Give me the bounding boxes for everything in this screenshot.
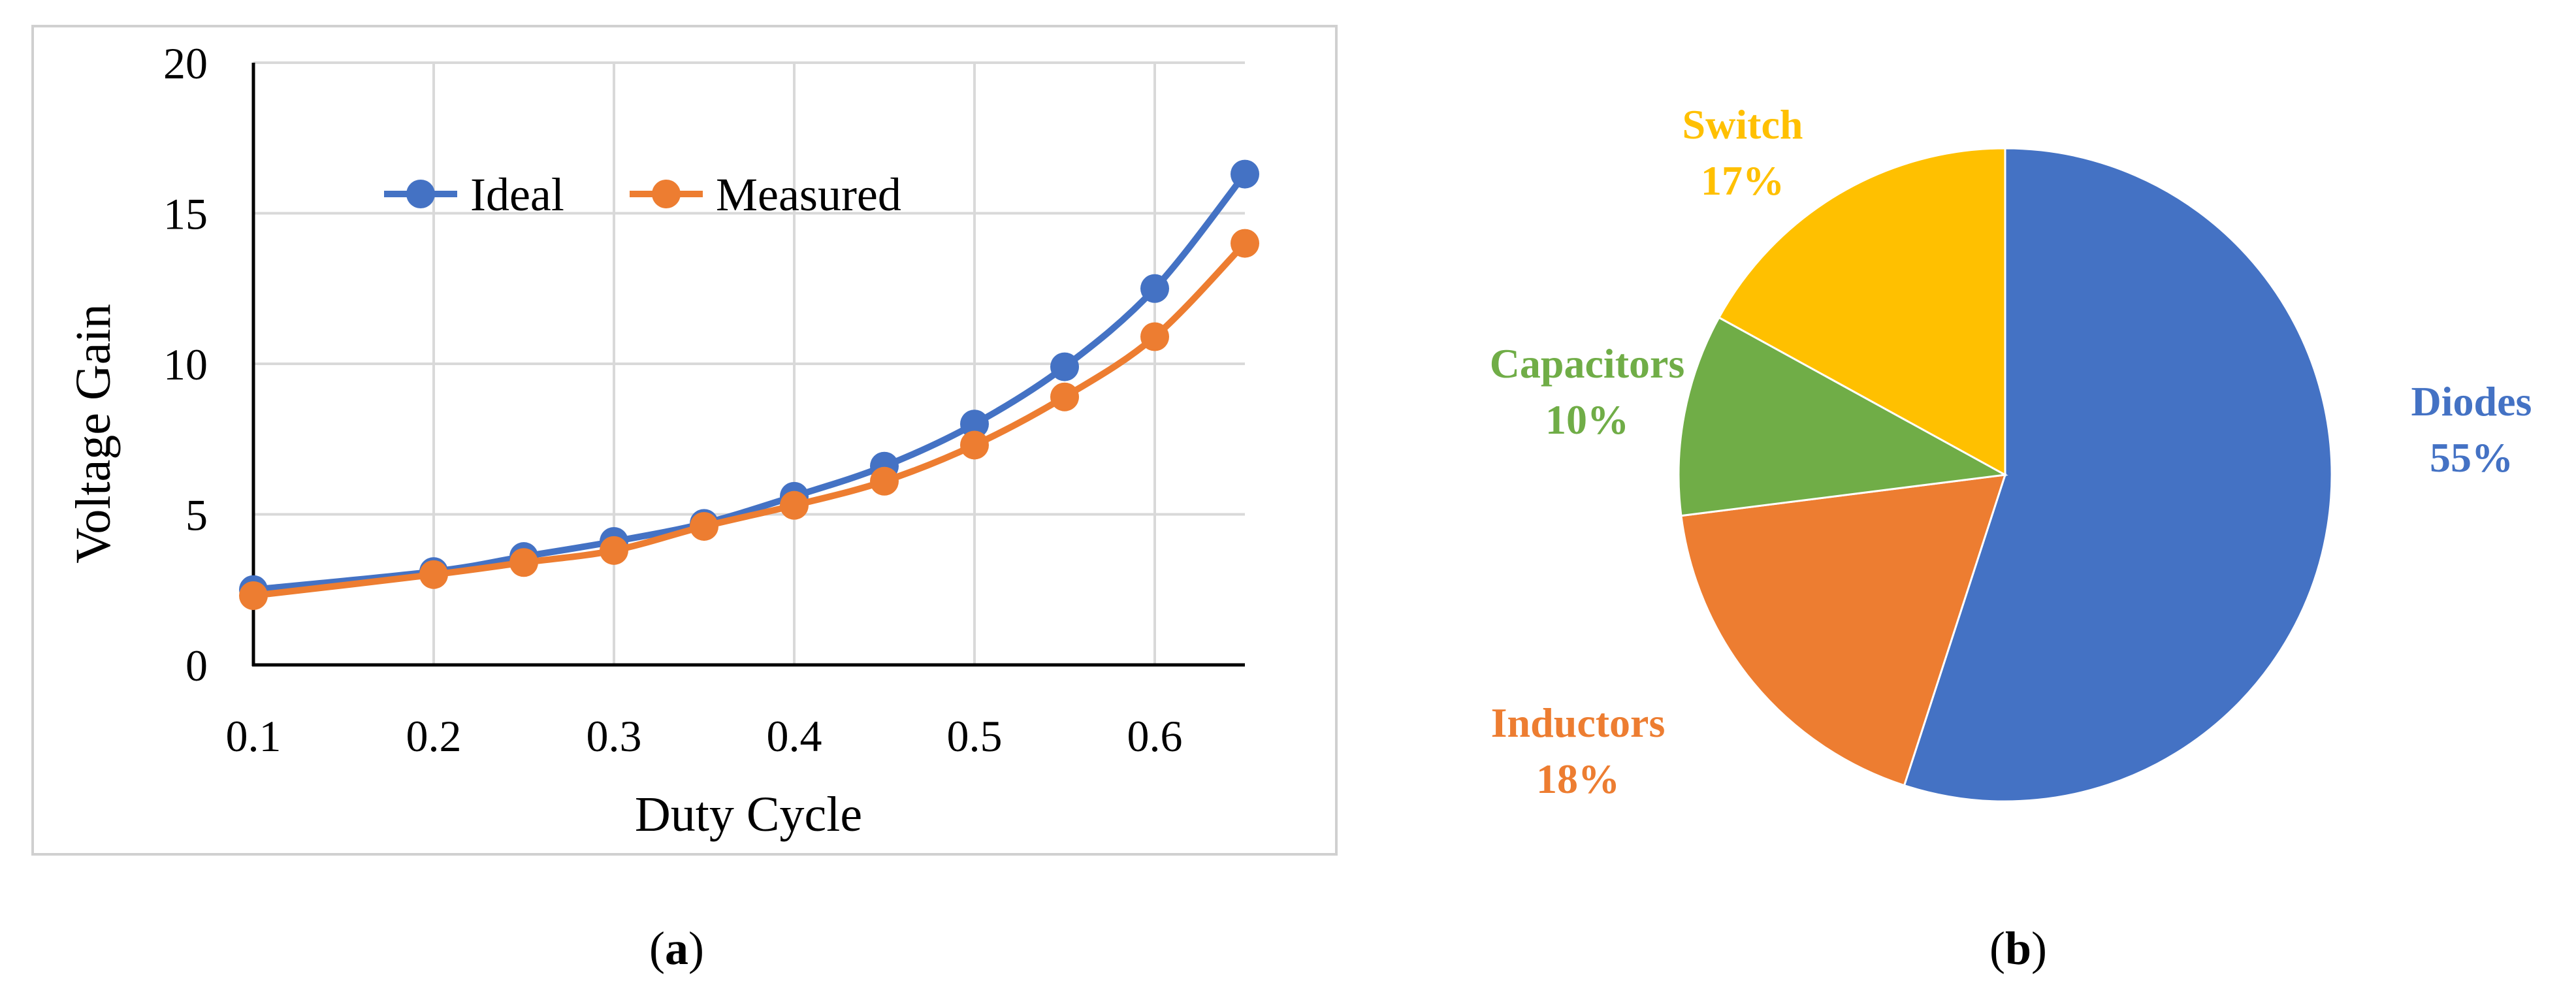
legend: Ideal Measured [384, 169, 901, 221]
pie-label-capacitors-name: Capacitors [1490, 340, 1685, 387]
pie-slice-capacitors [1677, 316, 2008, 517]
data-point-ideal [1140, 274, 1169, 303]
series-layer [239, 159, 1259, 610]
line-chart-panel: 0 5 10 15 20 0.1 0.2 0.3 0.4 0.5 0.6 Ideal Measur… [31, 25, 1338, 856]
pie-slices [1677, 147, 2333, 803]
data-point-ideal [1050, 352, 1079, 381]
legend-ideal-label: Ideal [470, 169, 564, 221]
data-point-measured [1231, 229, 1259, 258]
pie-label-inductors-name: Inductors [1491, 700, 1666, 746]
x-tick-label: 0.3 [587, 711, 642, 761]
pie-label-switch-name: Switch [1682, 101, 1803, 148]
data-point-measured [780, 491, 809, 520]
pie-slice-inductors [1680, 474, 2007, 787]
x-tick-label: 0.5 [947, 711, 1003, 761]
x-tick-label: 0.2 [406, 711, 462, 761]
caption-a-letter: a [665, 922, 688, 974]
x-tick-labels: 0.1 0.2 0.3 0.4 0.5 0.6 [226, 711, 1183, 761]
legend-measured-marker [652, 180, 681, 208]
chart-frame [31, 25, 1338, 856]
x-tick-label: 0.1 [226, 711, 282, 761]
pie-label-switch-pct: 17% [1701, 157, 1784, 204]
y-tick-label: 5 [185, 491, 208, 540]
x-tick-label: 0.6 [1127, 711, 1183, 761]
data-point-measured [239, 581, 268, 610]
pie-chart-panel: Diodes 55% Inductors 18% Capacitors 10% … [1490, 101, 2532, 803]
caption-b: (b) [1989, 922, 2047, 974]
y-tick-label: 15 [163, 189, 208, 239]
legend-ideal-marker [406, 180, 435, 208]
y-axis-title: Voltage Gain [66, 304, 121, 564]
y-tick-label: 20 [163, 39, 208, 88]
pie-label-inductors: Inductors 18% [1491, 700, 1666, 802]
data-point-ideal [960, 410, 989, 439]
pie-label-switch: Switch 17% [1682, 101, 1803, 204]
caption-a: (a) [649, 922, 704, 974]
pie-label-capacitors-pct: 10% [1545, 396, 1629, 443]
y-tick-labels: 0 5 10 15 20 [163, 39, 208, 690]
data-point-ideal [1231, 159, 1259, 189]
data-point-measured [870, 466, 899, 496]
x-axis-title: Duty Cycle [635, 787, 862, 842]
pie-slice-diodes [1903, 147, 2333, 803]
pie-label-diodes: Diodes 55% [2411, 378, 2532, 481]
data-point-measured [419, 560, 448, 589]
y-tick-label: 0 [185, 641, 208, 690]
legend-measured-label: Measured [716, 169, 901, 221]
x-tick-label: 0.4 [767, 711, 822, 761]
data-point-measured [1050, 382, 1079, 411]
data-point-measured [690, 511, 718, 541]
pie-label-inductors-pct: 18% [1536, 756, 1620, 802]
pie-label-diodes-name: Diodes [2411, 378, 2532, 425]
data-point-measured [509, 548, 538, 577]
caption-b-letter: b [2005, 922, 2031, 974]
data-point-measured [600, 536, 628, 565]
pie-label-diodes-pct: 55% [2430, 434, 2513, 481]
data-point-measured [1140, 322, 1169, 351]
pie-label-capacitors: Capacitors 10% [1490, 340, 1685, 443]
pie-slice-switch [1717, 147, 2006, 477]
axes [251, 63, 1245, 667]
data-point-measured [960, 430, 989, 460]
y-tick-label: 10 [163, 340, 208, 389]
series-measured [239, 229, 1259, 610]
